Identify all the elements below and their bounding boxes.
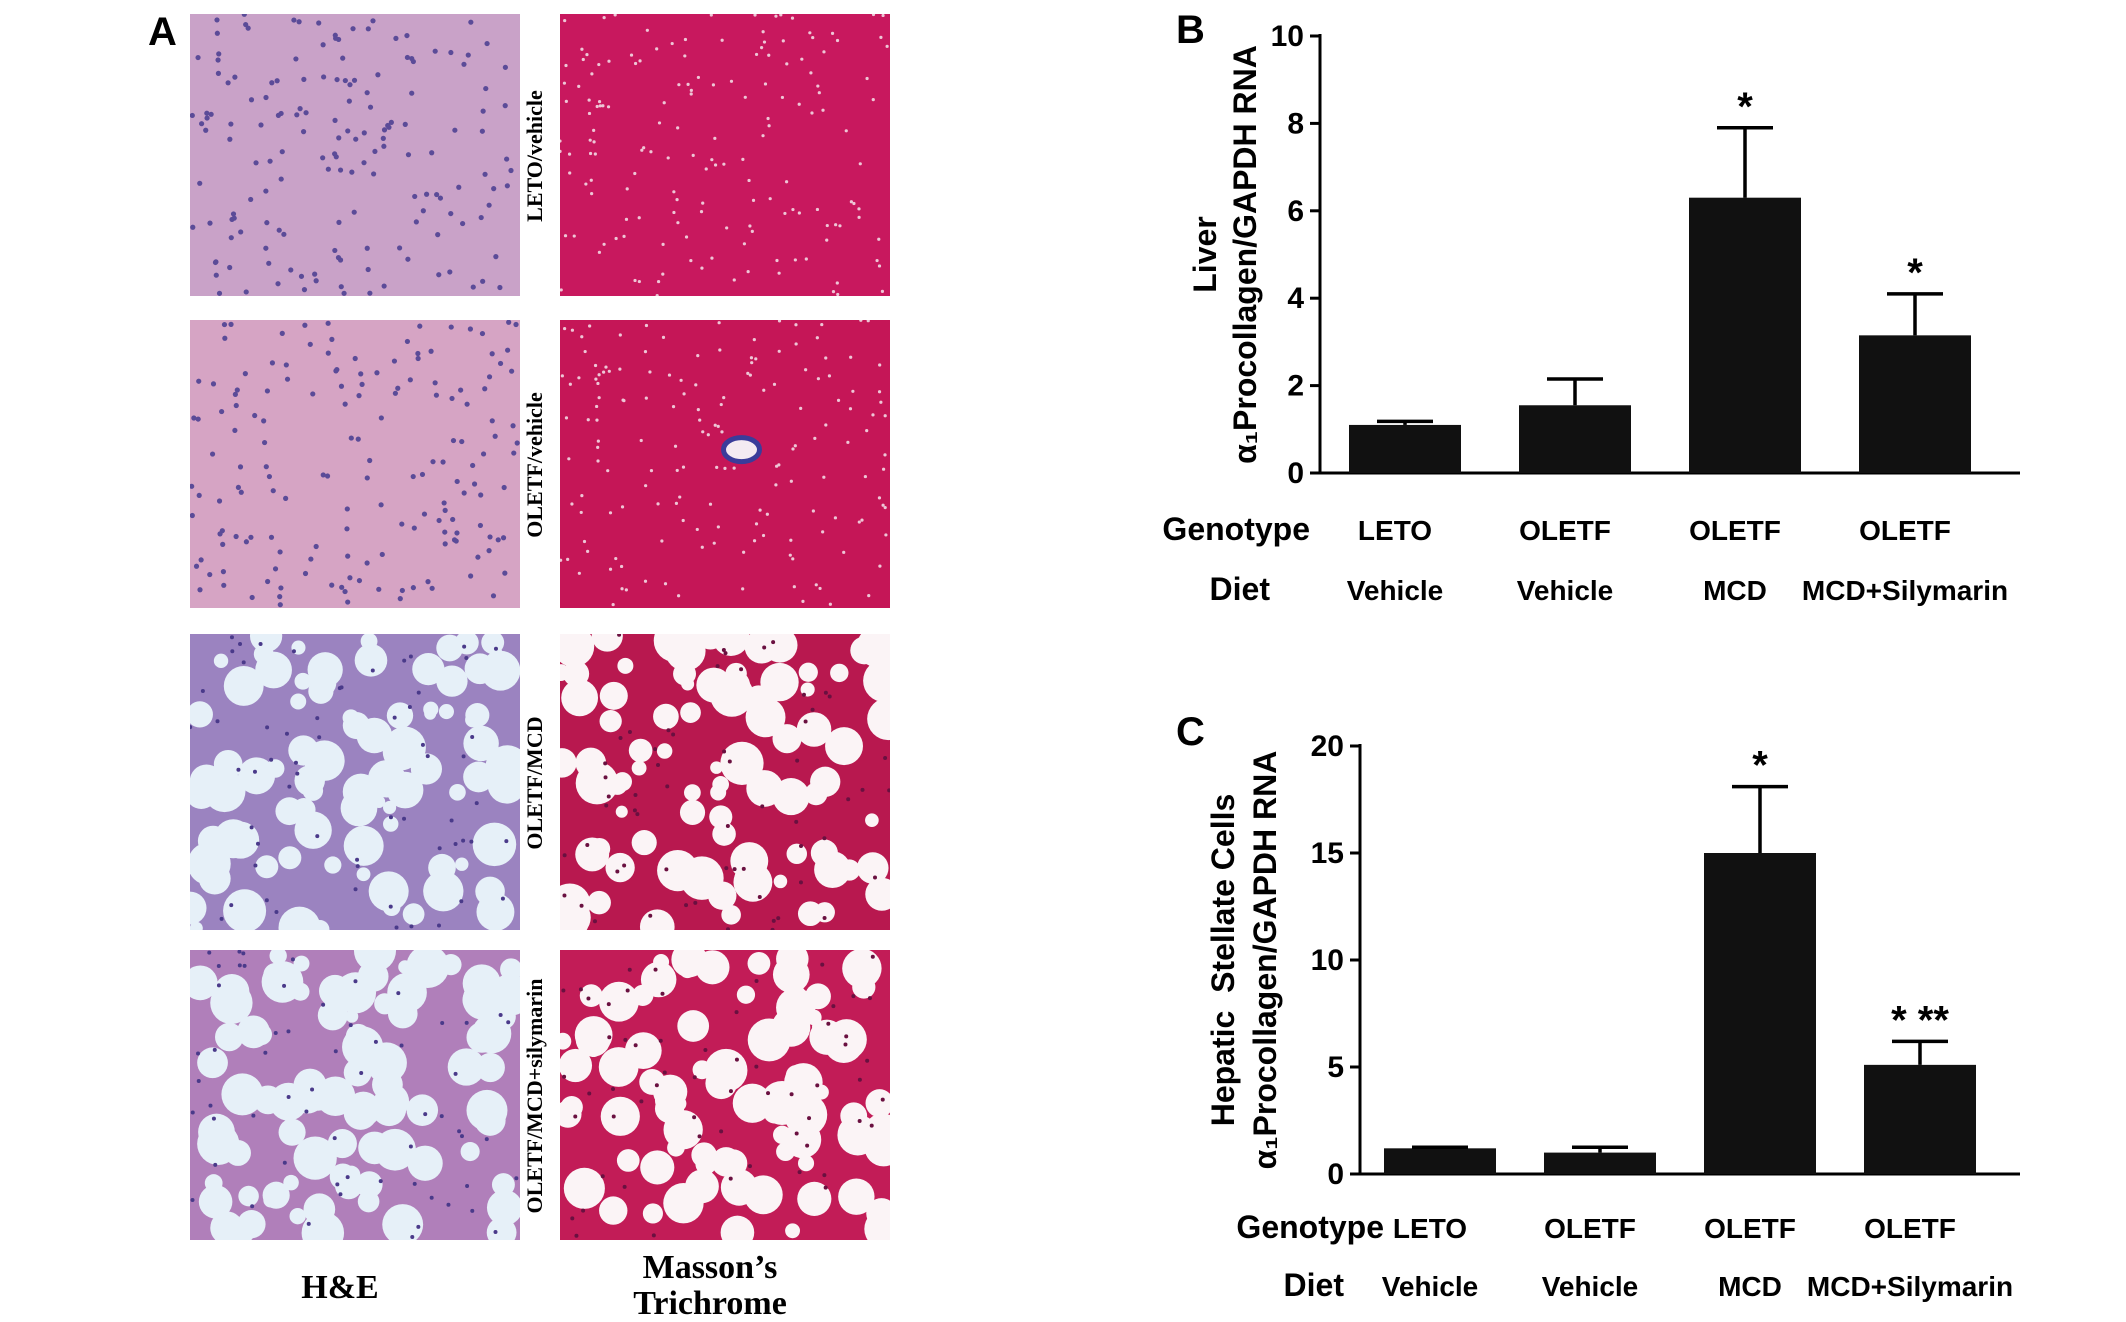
genotype-label: OLETF xyxy=(1544,1213,1636,1244)
genotype-label: OLETF xyxy=(1519,515,1611,546)
row-label-2: OLETF/vehicle xyxy=(522,392,547,538)
micrograph-mt-4 xyxy=(560,950,890,1240)
y-tick-label: 5 xyxy=(1327,1051,1344,1084)
micrograph-he-4 xyxy=(190,950,520,1240)
genotype-label: OLETF xyxy=(1859,515,1951,546)
diet-row-label: Diet xyxy=(1210,571,1271,607)
y-tick-label: 4 xyxy=(1287,282,1304,315)
bar xyxy=(1859,335,1971,473)
panel-a-letter: A xyxy=(148,10,177,54)
bar xyxy=(1704,853,1816,1174)
y-tick-label: 6 xyxy=(1287,195,1304,228)
genotype-label: LETO xyxy=(1358,515,1432,546)
y-axis-label-line1: Hepatic Stellate Cells xyxy=(1205,794,1241,1127)
micrograph-mt-2 xyxy=(560,320,890,608)
genotype-label: OLETF xyxy=(1864,1213,1956,1244)
row-label-3: OLETF/MCD xyxy=(522,716,547,850)
micrograph-he-2 xyxy=(190,320,520,608)
diet-label: Vehicle xyxy=(1382,1271,1479,1302)
bar xyxy=(1544,1152,1656,1174)
y-axis-label-line2: α₁Procollagen/GAPDH RNA xyxy=(1227,45,1263,464)
micrograph-he-3 xyxy=(190,634,520,930)
y-tick-label: 8 xyxy=(1287,107,1304,140)
bar xyxy=(1349,424,1461,473)
column-label-he: H&E xyxy=(301,1269,379,1306)
diet-label: MCD xyxy=(1718,1271,1782,1302)
y-axis-label-line2: α₁Procollagen/GAPDH RNA xyxy=(1247,751,1283,1170)
diet-label: MCD+Silymarin xyxy=(1807,1271,2013,1302)
genotype-row-label: Genotype xyxy=(1236,1209,1384,1245)
bar xyxy=(1384,1148,1496,1174)
bar xyxy=(1519,405,1631,473)
diet-row-label: Diet xyxy=(1284,1267,1345,1303)
diet-label: MCD+Silymarin xyxy=(1802,575,2008,606)
row-label-4: OLETF/MCD+silymarin xyxy=(522,978,547,1214)
bar xyxy=(1864,1064,1976,1174)
y-tick-label: 20 xyxy=(1311,730,1344,763)
chart-b: 0 2 4 6 8 10 LETO Vehicle OLETF Vehicle * OLETF MCD *… xyxy=(1162,20,2020,607)
panel-b-letter: B xyxy=(1176,8,1205,52)
significance-marker: * ** xyxy=(1891,998,1949,1042)
significance-marker: * xyxy=(1907,251,1923,295)
y-axis-label-line1: Liver xyxy=(1187,216,1223,292)
y-tick-label: 0 xyxy=(1287,457,1304,490)
genotype-label: OLETF xyxy=(1689,515,1781,546)
micrograph-mt-1 xyxy=(560,14,890,296)
micrograph-mt-3 xyxy=(560,634,890,930)
y-tick-label: 0 xyxy=(1327,1158,1344,1191)
y-tick-label: 15 xyxy=(1311,837,1344,870)
y-tick-label: 2 xyxy=(1287,370,1304,403)
genotype-label: LETO xyxy=(1393,1213,1467,1244)
diet-label: Vehicle xyxy=(1542,1271,1639,1302)
column-label-masson-text: Masson’s Trichrome xyxy=(633,1249,787,1322)
y-tick-label: 10 xyxy=(1311,944,1344,977)
chart-c: 0 5 10 15 20 LETO Vehicle OLETF Vehicle * OLETF MCD… xyxy=(1205,730,2020,1303)
micrograph-he-1 xyxy=(190,14,520,296)
diet-label: Vehicle xyxy=(1347,575,1444,606)
significance-marker: * xyxy=(1737,85,1753,129)
genotype-label: OLETF xyxy=(1704,1213,1796,1244)
row-label-1: LETO/vehicle xyxy=(522,90,547,222)
bar xyxy=(1689,197,1801,473)
column-label-masson: Masson’s Trichrome xyxy=(590,1250,830,1321)
y-tick-label: 10 xyxy=(1271,20,1304,53)
genotype-row-label: Genotype xyxy=(1162,511,1310,547)
diet-label: MCD xyxy=(1703,575,1767,606)
diet-label: Vehicle xyxy=(1517,575,1614,606)
significance-marker: * xyxy=(1752,744,1768,788)
panel-c-letter: C xyxy=(1176,710,1205,754)
